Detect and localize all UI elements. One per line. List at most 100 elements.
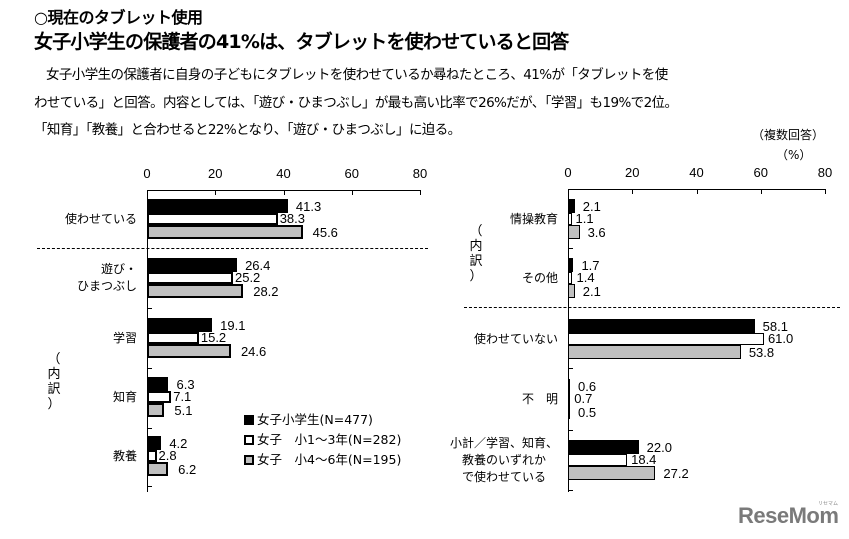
x-tick-label: 60 — [344, 166, 359, 181]
x-tick-mark — [632, 189, 634, 194]
value-label: 61.0 — [767, 331, 794, 346]
value-label: 53.8 — [748, 345, 775, 360]
x-tick-label: 20 — [208, 166, 223, 181]
value-label: 15.2 — [200, 330, 227, 345]
multiple-answers-note: （複数回答） — [752, 128, 825, 142]
dashed-separator — [37, 248, 428, 249]
bar-gray — [147, 225, 303, 239]
value-label: 25.2 — [234, 270, 261, 285]
char-uchi: 内 — [47, 367, 61, 382]
category-label: 情操教育 — [509, 211, 558, 226]
bar-gray — [147, 462, 169, 476]
legend-swatch-gray — [244, 455, 254, 465]
bar-white — [568, 454, 628, 466]
bar-gray — [147, 344, 231, 358]
bar-gray — [147, 403, 165, 417]
breakdown-vertical-label-right: （ 内 訳 ） — [468, 224, 484, 284]
bar-black — [568, 319, 755, 333]
x-tick-mark — [420, 190, 421, 195]
bar-black — [147, 436, 162, 450]
x-tick-mark — [696, 189, 698, 194]
resemom-logo-sub: リセマム — [818, 501, 839, 507]
resemom-logo: ReseMom — [738, 503, 839, 528]
y-tick-mark — [147, 368, 152, 369]
legend-label: 女子 小1～3年(N=282) — [257, 432, 402, 447]
paragraph-line-2: わせている」と回答。内容としては、「遊び・ひまつぶし」が最も高い比率で26%だが… — [34, 95, 678, 111]
value-label: 26.4 — [245, 258, 271, 273]
x-tick-label: 80 — [412, 166, 428, 181]
value-label: 28.2 — [253, 284, 279, 299]
char-wake: 訳 — [47, 382, 61, 397]
bar-white — [147, 272, 233, 284]
x-tick-mark — [760, 189, 762, 194]
x-tick-label: 20 — [625, 165, 640, 180]
paren-open: （ — [469, 224, 483, 239]
bar-gray — [568, 405, 570, 419]
legend-swatch-white — [244, 435, 254, 445]
bar-white — [568, 213, 572, 225]
x-tick-label: 40 — [689, 165, 704, 180]
x-tick-mark — [215, 190, 217, 195]
value-label: 1.7 — [581, 258, 600, 273]
char-wake: 訳 — [469, 254, 483, 269]
value-label: 19.1 — [220, 318, 246, 333]
unit-note: （%） — [776, 148, 812, 162]
value-label: 0.6 — [578, 379, 597, 394]
legend-item-grade4-6: 女子 小4～6年(N=195) — [244, 450, 401, 470]
value-label: 22.0 — [646, 440, 672, 455]
y-tick-mark — [568, 248, 573, 249]
value-label: 1.4 — [576, 270, 595, 285]
paren-close: ） — [47, 397, 61, 412]
value-label: 41.3 — [295, 199, 322, 214]
bar-black — [568, 199, 575, 213]
y-tick-mark — [147, 486, 152, 487]
value-label: 2.1 — [582, 284, 601, 299]
dashed-separator — [464, 307, 840, 308]
value-label: 6.3 — [176, 377, 195, 392]
value-label: 0.7 — [574, 391, 593, 406]
value-label: 6.2 — [178, 462, 197, 477]
category-label: 遊び・ ひまつぶし — [76, 262, 137, 293]
x-tick-label: 60 — [753, 165, 768, 180]
x-tick-mark — [825, 189, 826, 194]
category-label: 学習 — [112, 330, 137, 345]
bar-black — [147, 258, 238, 272]
value-label: 45.6 — [312, 225, 338, 240]
x-axis — [568, 189, 826, 190]
category-label: 教養 — [112, 448, 137, 463]
value-label: 38.3 — [279, 211, 305, 226]
bar-gray — [568, 225, 580, 239]
x-tick-label: 80 — [817, 165, 833, 180]
value-label: 0.5 — [578, 405, 597, 420]
headline: 女子小学生の保護者の41%は、タブレットを使わせていると回答 — [34, 31, 569, 53]
value-label: 3.6 — [587, 225, 606, 240]
x-tick-mark — [283, 190, 285, 195]
bar-black — [147, 377, 169, 391]
y-tick-mark — [568, 368, 573, 369]
paragraph-line-1: 女子小学生の保護者に自身の子どもにタブレットを使わせているか尋ねたところ、41%… — [46, 67, 668, 83]
value-label: 24.6 — [240, 344, 267, 359]
bar-gray — [568, 284, 575, 298]
value-label: 5.1 — [174, 403, 193, 418]
legend-label: 女子 小4～6年(N=195) — [257, 452, 402, 467]
bar-black — [147, 318, 213, 332]
value-label: 58.1 — [762, 319, 788, 334]
legend-item-all: 女子小学生(N=477) — [244, 410, 401, 430]
value-label: 2.8 — [158, 448, 177, 463]
category-label: 小計／学習、知育、 教養のいずれか で使わせている — [449, 435, 558, 484]
x-axis — [147, 190, 421, 191]
bar-gray — [568, 345, 741, 359]
bar-black — [568, 379, 570, 393]
bar-white — [147, 391, 172, 403]
legend-swatch-black — [244, 415, 254, 425]
paren-close: ） — [469, 269, 483, 284]
category-label: 知育 — [112, 389, 137, 404]
value-label: 27.2 — [663, 466, 689, 481]
x-tick-label: 0 — [564, 165, 572, 180]
section-title: ○現在のタブレット使用 — [34, 8, 203, 27]
value-label: 1.1 — [575, 211, 594, 226]
y-tick-mark — [147, 308, 152, 309]
paragraph-line-3: 「知育」「教養」と合わせると22%となり、「遊び・ひまつぶし」に迫る。 — [34, 122, 461, 138]
y-tick-mark — [147, 428, 152, 429]
category-label: 使わせていない — [473, 331, 558, 346]
